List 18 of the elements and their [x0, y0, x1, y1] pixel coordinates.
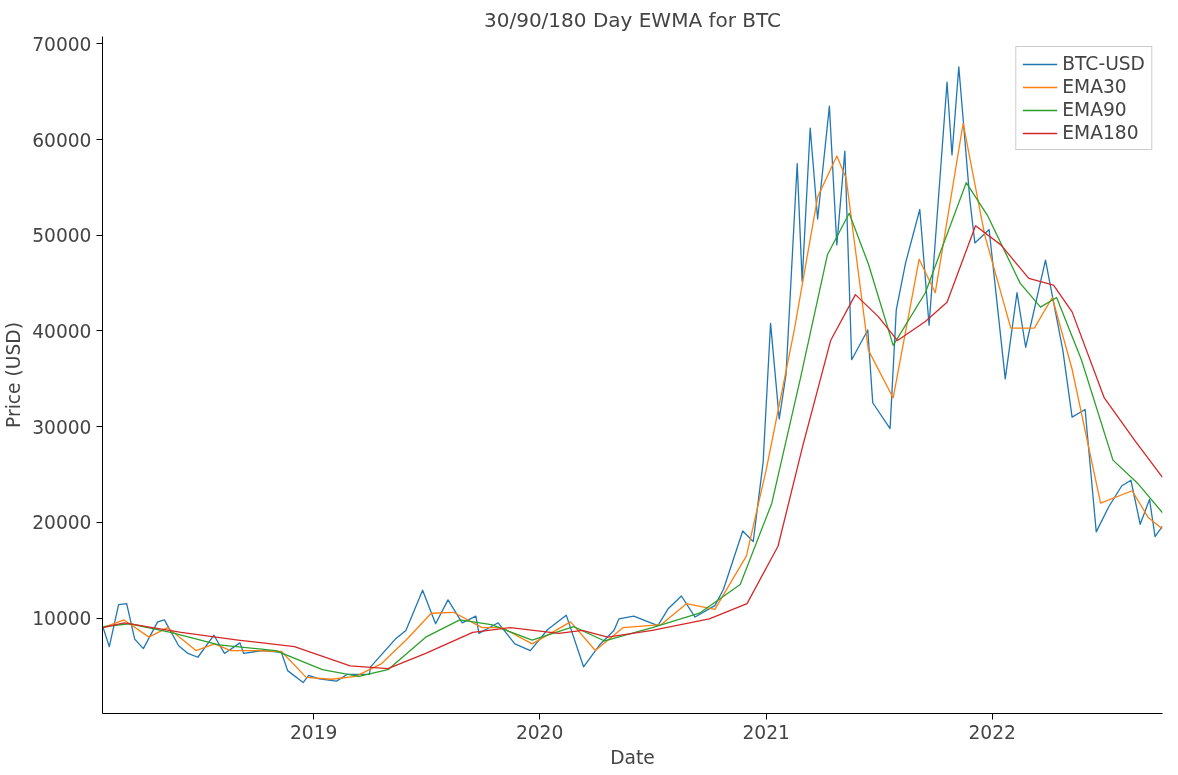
- x-axis-title: Date: [610, 746, 655, 768]
- x-tick-label: 2022: [968, 721, 1016, 743]
- x-tick-label: 2021: [742, 721, 790, 743]
- y-axis-title: Price (USD): [3, 322, 25, 428]
- y-tick-label: 20000: [32, 512, 92, 534]
- x-tick-label: 2019: [289, 721, 338, 743]
- y-tick-label: 30000: [32, 416, 92, 438]
- y-tick-label: 60000: [32, 129, 92, 151]
- legend-label: EMA90: [1062, 99, 1127, 120]
- y-tick-label: 50000: [32, 225, 92, 247]
- x-tick-label: 2020: [515, 721, 564, 743]
- legend-label: EMA180: [1062, 122, 1139, 143]
- legend-label: BTC-USD: [1062, 53, 1145, 74]
- y-tick-label: 10000: [32, 608, 92, 630]
- y-tick-label: 40000: [32, 320, 92, 342]
- legend-label: EMA30: [1062, 76, 1127, 97]
- chart-title: 30/90/180 Day EWMA for BTC: [483, 7, 782, 32]
- y-tick-label: 70000: [32, 33, 92, 55]
